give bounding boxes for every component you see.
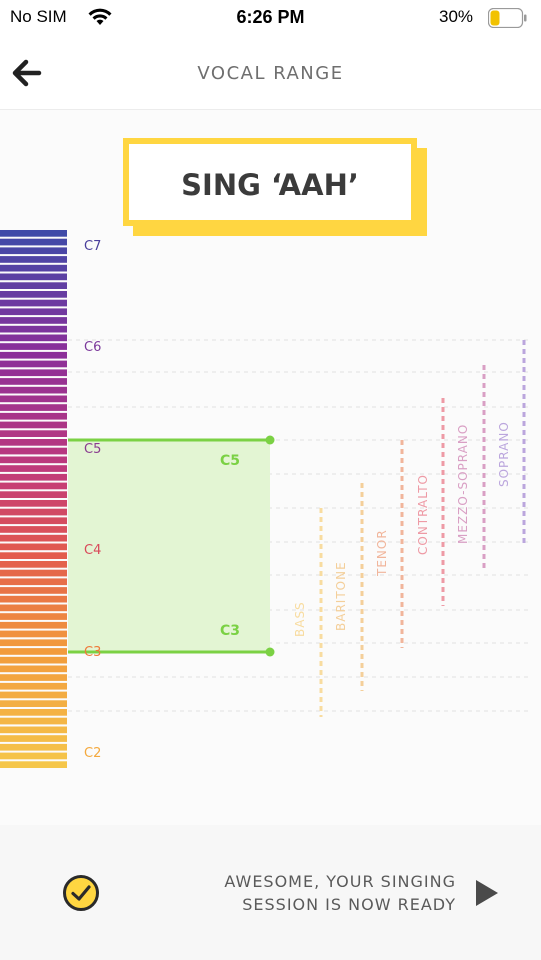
keyboard-key xyxy=(0,500,67,507)
keyboard-key xyxy=(0,508,67,516)
message-line-1: AWESOME, YOUR SINGING xyxy=(224,872,456,891)
voice-label-soprano: SOPRANO xyxy=(497,421,511,487)
keyboard-key xyxy=(0,595,67,603)
detected-range-box xyxy=(68,440,270,652)
keyboard-key xyxy=(0,639,67,647)
page-title: VOCAL RANGE xyxy=(197,63,344,84)
keyboard-key xyxy=(0,230,67,237)
keyboard-key xyxy=(0,682,67,690)
keyboard-key xyxy=(0,447,67,455)
keyboard-key xyxy=(0,709,67,716)
keyboard-key xyxy=(0,717,67,725)
keyboard-key xyxy=(0,343,67,350)
play-arrow-icon xyxy=(476,880,498,906)
range-top-handle xyxy=(265,435,275,445)
note-label-c3: C3 xyxy=(84,645,102,660)
keyboard-key xyxy=(0,552,67,559)
voice-label-tenor: TENOR xyxy=(375,529,389,576)
range-low-label: C3 xyxy=(220,623,241,639)
keyboard-key xyxy=(0,456,67,464)
voice-label-baritone: BARITONE xyxy=(334,561,348,631)
check-circle-icon xyxy=(63,875,99,911)
keyboard-key xyxy=(0,613,67,620)
keyboard-key xyxy=(0,604,67,612)
keyboard-key xyxy=(0,404,67,411)
keyboard-key xyxy=(0,238,67,246)
keyboard-key xyxy=(0,648,67,655)
keyboard-key xyxy=(0,674,67,681)
keyboard-key xyxy=(0,578,67,586)
keyboard-key xyxy=(0,743,67,751)
keyboard-key xyxy=(0,439,67,446)
keyboard-key xyxy=(0,752,67,760)
keyboard-key xyxy=(0,273,67,281)
keyboard-key xyxy=(0,282,67,289)
next-button[interactable] xyxy=(470,877,502,909)
note-label-c5: C5 xyxy=(84,442,102,457)
keyboard-key xyxy=(0,334,67,342)
keyboard-key xyxy=(0,621,67,629)
keyboard-key xyxy=(0,473,67,481)
range-bottom-handle xyxy=(265,647,275,657)
keyboard-key xyxy=(0,378,67,385)
footer-bar: AWESOME, YOUR SINGING SESSION IS NOW REA… xyxy=(0,825,541,960)
session-ready-message: AWESOME, YOUR SINGING SESSION IS NOW REA… xyxy=(160,870,456,916)
keyboard-key xyxy=(0,395,67,403)
voice-label-bass: BASS xyxy=(293,601,307,637)
voice-label-mezzo-soprano: MEZZO-SOPRANO xyxy=(456,423,470,544)
keyboard-key xyxy=(0,351,67,359)
keyboard-key xyxy=(0,369,67,377)
status-bar: No SIM 6:26 PM 30% xyxy=(0,0,541,36)
battery-percent: 30% xyxy=(439,7,474,26)
keyboard-key xyxy=(0,430,67,437)
keyboard-key xyxy=(0,465,67,472)
note-label-c6: C6 xyxy=(84,340,102,355)
back-button[interactable] xyxy=(8,54,48,92)
keyboard-key xyxy=(0,491,67,498)
battery-icon xyxy=(488,8,527,28)
arrow-left-icon xyxy=(12,59,42,87)
keyboard-key xyxy=(0,299,67,307)
keyboard-key xyxy=(0,735,67,742)
range-high-label: C5 xyxy=(220,453,241,469)
keyboard-key xyxy=(0,421,67,429)
keyboard-key xyxy=(0,256,67,263)
keyboard-key xyxy=(0,308,67,316)
keyboard-key xyxy=(0,534,67,542)
clock: 6:26 PM xyxy=(236,7,305,27)
voice-label-contralto: CONTRALTO xyxy=(416,474,430,555)
keyboard-key xyxy=(0,264,67,272)
keyboard-key xyxy=(0,691,67,699)
keyboard-key xyxy=(0,526,67,533)
keyboard-key xyxy=(0,291,67,298)
keyboard-key xyxy=(0,700,67,707)
keyboard-key xyxy=(0,561,67,568)
keyboard-key xyxy=(0,587,67,594)
keyboard-key xyxy=(0,517,67,525)
note-label-c7: C7 xyxy=(84,239,102,254)
keyboard-key xyxy=(0,482,67,490)
keyboard-key xyxy=(0,360,67,368)
keyboard-key xyxy=(0,543,67,551)
keyboard-key xyxy=(0,726,67,734)
keyboard-key xyxy=(0,317,67,324)
keyboard-key xyxy=(0,569,67,577)
message-line-2: SESSION IS NOW READY xyxy=(242,895,456,914)
keyboard-key xyxy=(0,656,67,664)
note-label-c4: C4 xyxy=(84,543,102,558)
keyboard-key xyxy=(0,761,67,768)
note-label-c2: C2 xyxy=(84,746,102,761)
keyboard-key xyxy=(0,247,67,255)
keyboard-key xyxy=(0,325,67,333)
carrier-label: No SIM xyxy=(10,7,67,26)
keyboard-key xyxy=(0,386,67,394)
keyboard-key xyxy=(0,630,67,638)
instruction-text: SING ‘AAH’ xyxy=(181,168,359,202)
wifi-icon xyxy=(88,8,112,25)
app-header: VOCAL RANGE xyxy=(0,36,541,110)
instruction-banner: SING ‘AAH’ xyxy=(123,138,417,226)
keyboard-key xyxy=(0,412,67,420)
keyboard-key xyxy=(0,665,67,673)
